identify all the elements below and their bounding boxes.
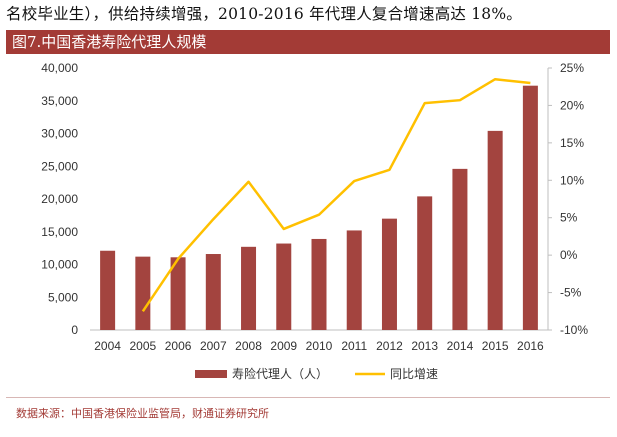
left-tick-label: 40,000 [41,61,78,75]
left-axis-ticks: 0 5,000 10,000 15,000 20,000 25,000 30,000 35,0… [41,61,78,337]
bar [100,250,116,330]
x-tick-label: 2005 [129,339,156,353]
left-tick-label: 15,000 [41,225,78,239]
left-tick-label: 25,000 [41,159,78,173]
x-tick-label: 2008 [235,339,262,353]
chart: 0 5,000 10,000 15,000 20,000 25,000 30,000 35,0… [41,61,588,381]
right-tick-label: -5% [560,286,582,300]
x-tick-label: 2006 [165,339,192,353]
line-series [141,77,531,312]
left-tick-label: 10,000 [41,258,78,272]
left-tick-label: 35,000 [41,94,78,108]
left-tick-label: 30,000 [41,127,78,141]
x-tick-label: 2016 [517,339,544,353]
bar [276,243,292,330]
right-axis-ticks: -10% -5% 0% 5% 10% 15% 20% 25% [548,61,588,337]
bar [522,85,538,330]
legend-line-label: 同比增速 [390,367,438,381]
bar [417,196,433,330]
x-tick-label: 2012 [376,339,403,353]
source-text: 数据来源：中国香港保险业监管局，财通证券研究所 [16,407,269,420]
x-tick-label: 2010 [306,339,333,353]
bar [205,254,221,330]
x-tick-label: 2011 [341,339,367,353]
intro-text: 名校毕业生），供给持续增强，2010-2016 年代理人复合增速高达 18%。 [6,5,522,23]
growth-line [141,77,531,312]
right-tick-label: 25% [560,61,584,75]
x-tick-label: 2014 [447,339,474,353]
x-tick-label: 2013 [411,339,438,353]
legend: 寿险代理人（人） 同比增速 [195,366,438,381]
x-axis-ticks: 2004 2005 2006 2007 2008 2009 2010 2011 2012 2013… [94,339,544,353]
right-tick-label: -10% [560,323,588,337]
bar [487,130,503,330]
bar [452,168,468,330]
right-tick-label: 10% [560,173,584,187]
legend-bar-swatch [195,370,227,378]
footer-divider [6,397,610,398]
right-tick-label: 15% [560,136,584,150]
x-tick-label: 2009 [270,339,297,353]
figure-title: 图7.中国香港寿险代理人规模 [6,30,610,54]
right-tick-label: 0% [560,248,578,262]
bar [346,230,362,330]
right-tick-label: 20% [560,98,584,112]
legend-bar-label: 寿险代理人（人） [232,366,328,381]
bar-series [100,85,538,330]
x-tick-label: 2004 [94,339,121,353]
left-tick-label: 0 [71,323,78,337]
bar [381,218,397,330]
bar [241,246,257,330]
bar [170,257,186,330]
left-tick-label: 20,000 [41,192,78,206]
right-tick-label: 5% [560,211,578,225]
bar [311,238,327,330]
x-tick-label: 2015 [482,339,509,353]
left-tick-label: 5,000 [48,290,78,304]
bar [135,256,151,330]
x-tick-label: 2007 [200,339,227,353]
